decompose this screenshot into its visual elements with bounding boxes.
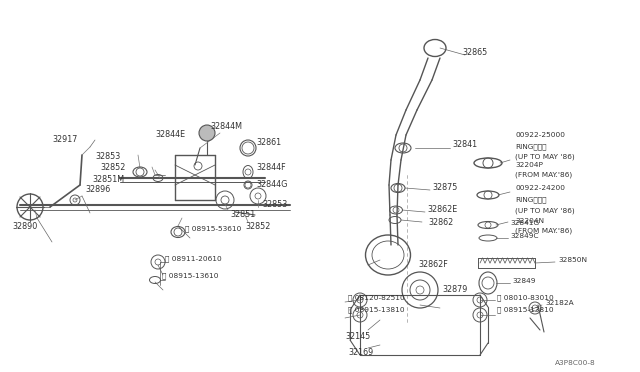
Text: (FROM MAY.'86): (FROM MAY.'86) xyxy=(515,228,572,234)
Text: 00922-25000: 00922-25000 xyxy=(515,132,565,138)
Text: 32169: 32169 xyxy=(348,348,373,357)
Text: 32849C: 32849C xyxy=(510,233,538,239)
Text: 00922-24200: 00922-24200 xyxy=(515,185,565,191)
Text: 32204P: 32204P xyxy=(515,162,543,168)
Text: 32852: 32852 xyxy=(245,222,270,231)
Text: 32862E: 32862E xyxy=(427,205,457,214)
Text: ⓝ 08911-20610: ⓝ 08911-20610 xyxy=(165,255,221,262)
Text: 32850N: 32850N xyxy=(558,257,587,263)
Text: 32861: 32861 xyxy=(256,138,281,147)
Text: ⓥ 08915-13610: ⓥ 08915-13610 xyxy=(162,272,218,279)
Text: (UP TO MAY '86): (UP TO MAY '86) xyxy=(515,207,575,214)
Text: 32844E: 32844E xyxy=(155,130,185,139)
Circle shape xyxy=(199,125,215,141)
Text: 32204N: 32204N xyxy=(515,218,544,224)
Text: ⓜ 08915-13810: ⓜ 08915-13810 xyxy=(497,306,554,312)
Text: 32862F: 32862F xyxy=(418,260,448,269)
Text: Ⓑ 08010-83010: Ⓑ 08010-83010 xyxy=(497,294,554,301)
Text: 32844M: 32844M xyxy=(210,122,242,131)
Text: 32844G: 32844G xyxy=(256,180,287,189)
Text: 32841: 32841 xyxy=(452,140,477,149)
Text: Ⓑ 08120-82510: Ⓑ 08120-82510 xyxy=(348,294,404,301)
Text: 32145: 32145 xyxy=(345,332,371,341)
Text: ⓜ 08915-13810: ⓜ 08915-13810 xyxy=(348,306,404,312)
Text: RINGリング: RINGリング xyxy=(515,196,547,203)
Text: 32851: 32851 xyxy=(230,210,255,219)
Text: A3P8C00-8: A3P8C00-8 xyxy=(555,360,596,366)
Text: (FROM MAY.'86): (FROM MAY.'86) xyxy=(515,172,572,179)
Text: 32849: 32849 xyxy=(512,278,536,284)
Text: 32865: 32865 xyxy=(462,48,487,57)
Text: 32182A: 32182A xyxy=(545,300,573,306)
Text: ⓗ 08915-53610: ⓗ 08915-53610 xyxy=(185,225,241,232)
Text: RINGリング: RINGリング xyxy=(515,143,547,150)
Text: 32851M: 32851M xyxy=(92,175,124,184)
Text: 32841G: 32841G xyxy=(510,220,539,226)
Text: (UP TO MAY '86): (UP TO MAY '86) xyxy=(515,154,575,160)
Text: 32917: 32917 xyxy=(52,135,77,144)
Text: 32852: 32852 xyxy=(100,163,125,172)
Text: 32879: 32879 xyxy=(442,285,467,294)
Text: 32875: 32875 xyxy=(432,183,458,192)
Text: 32862: 32862 xyxy=(428,218,453,227)
Text: 32896: 32896 xyxy=(85,185,110,194)
Text: 32844F: 32844F xyxy=(256,163,285,172)
Text: 32890: 32890 xyxy=(12,222,37,231)
Text: 32853: 32853 xyxy=(95,152,120,161)
Text: 32853: 32853 xyxy=(262,200,287,209)
